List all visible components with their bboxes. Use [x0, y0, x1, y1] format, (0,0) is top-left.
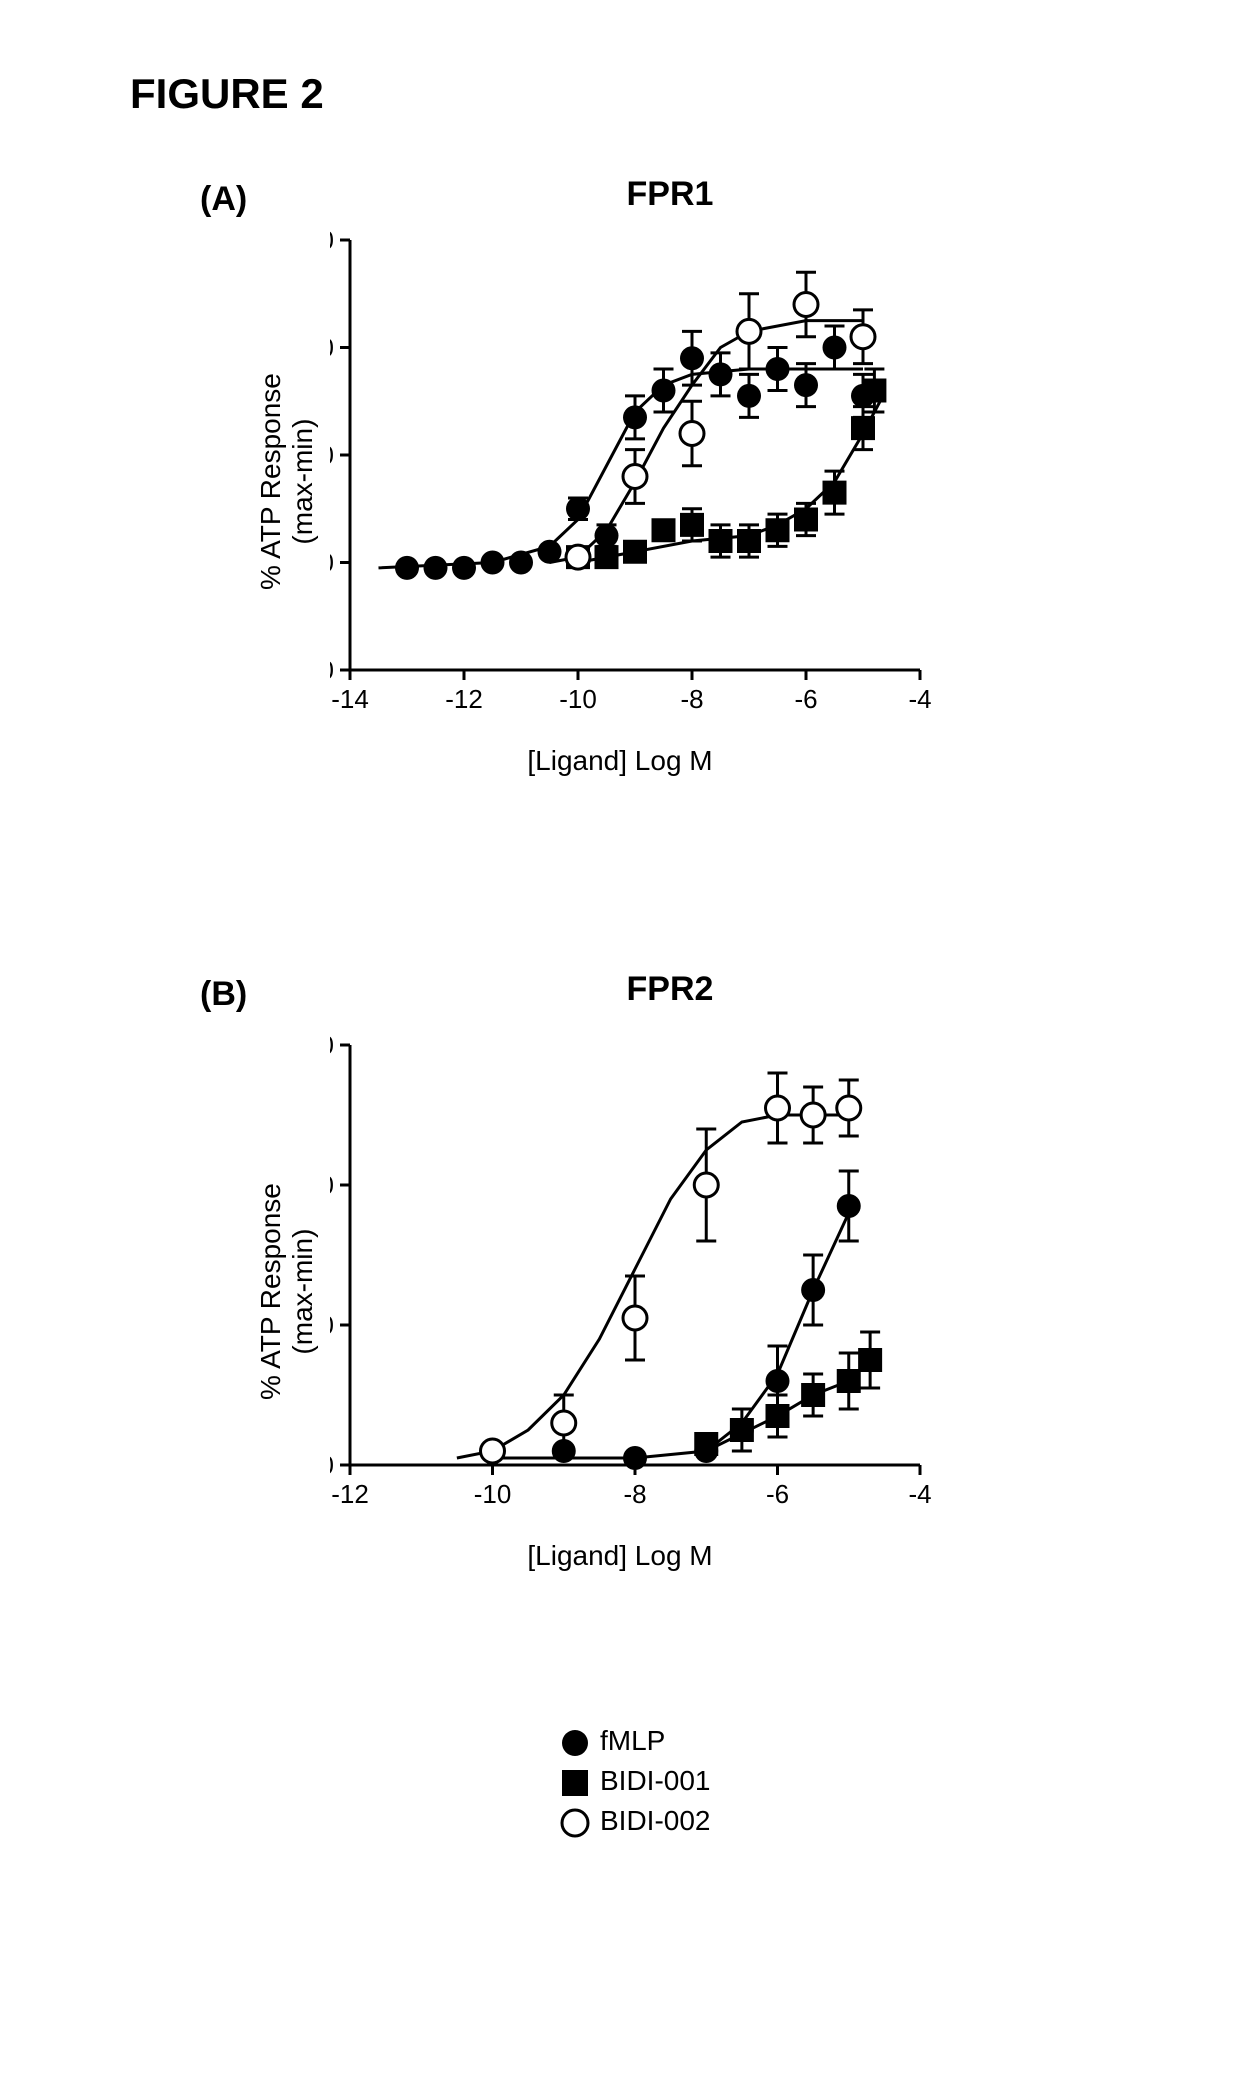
svg-text:-10: -10 [559, 684, 597, 714]
panel-b-chart: 0 20 40 60 -12 -10 -8 -6 -4 [330, 1035, 940, 1545]
panel-a-xlabel: [Ligand] Log M [470, 745, 770, 777]
panel-b-ylabel-line1: % ATP Response [255, 1183, 286, 1400]
svg-text:-10: -10 [474, 1479, 512, 1509]
panel-b-title: FPR2 [570, 970, 770, 1009]
panel-a-label: (A) [200, 180, 247, 219]
legend-marker-fMLP [560, 1728, 586, 1754]
svg-text:0: 0 [330, 1450, 334, 1480]
legend-marker-BIDI-001 [560, 1768, 586, 1794]
svg-text:-12: -12 [445, 684, 483, 714]
legend-item-fMLP: fMLP [560, 1725, 711, 1757]
panel-b-xlabel: [Ligand] Log M [470, 1540, 770, 1572]
panel-a-title: FPR1 [570, 175, 770, 214]
svg-text:-6: -6 [794, 684, 817, 714]
legend-item-BIDI-002: BIDI-002 [560, 1805, 711, 1837]
svg-text:40: 40 [330, 1170, 334, 1200]
figure-label: FIGURE 2 [130, 70, 324, 118]
svg-text:-4: -4 [908, 1479, 931, 1509]
legend-item-BIDI-001: BIDI-001 [560, 1765, 711, 1797]
svg-text:20: 20 [330, 440, 334, 470]
svg-text:40: 40 [330, 333, 334, 363]
svg-text:-20: -20 [330, 655, 334, 685]
panel-b-label: (B) [200, 975, 247, 1014]
legend-label-fMLP: fMLP [600, 1725, 665, 1757]
svg-text:-8: -8 [680, 684, 703, 714]
panel-a-ylabel: % ATP Response (max-min) [255, 373, 319, 590]
panel-a-ylabel-line2: (max-min) [287, 419, 318, 545]
legend-label-BIDI-001: BIDI-001 [600, 1765, 711, 1797]
panel-a-ylabel-line1: % ATP Response [255, 373, 286, 590]
panel-b-ylabel: % ATP Response (max-min) [255, 1183, 319, 1400]
svg-text:-14: -14 [331, 684, 369, 714]
legend-marker-BIDI-002 [560, 1808, 586, 1834]
figure-page: FIGURE 2 (A) FPR1 -200204060-14-12-10-8-… [0, 0, 1240, 2090]
svg-text:0: 0 [330, 548, 334, 578]
svg-text:-6: -6 [766, 1479, 789, 1509]
legend-label-BIDI-002: BIDI-002 [600, 1805, 711, 1837]
svg-text:-8: -8 [623, 1479, 646, 1509]
svg-text:60: 60 [330, 230, 334, 255]
svg-text:-12: -12 [331, 1479, 369, 1509]
panel-b-ylabel-line2: (max-min) [287, 1229, 318, 1355]
panel-a-chart: -20 0 20 40 60 -14 -12 -10 -8 -6 -4 [330, 230, 940, 750]
legend: fMLP BIDI-001 BIDI-002 [560, 1725, 711, 1845]
svg-text:20: 20 [330, 1310, 334, 1340]
svg-text:-4: -4 [908, 684, 931, 714]
svg-text:60: 60 [330, 1035, 334, 1060]
